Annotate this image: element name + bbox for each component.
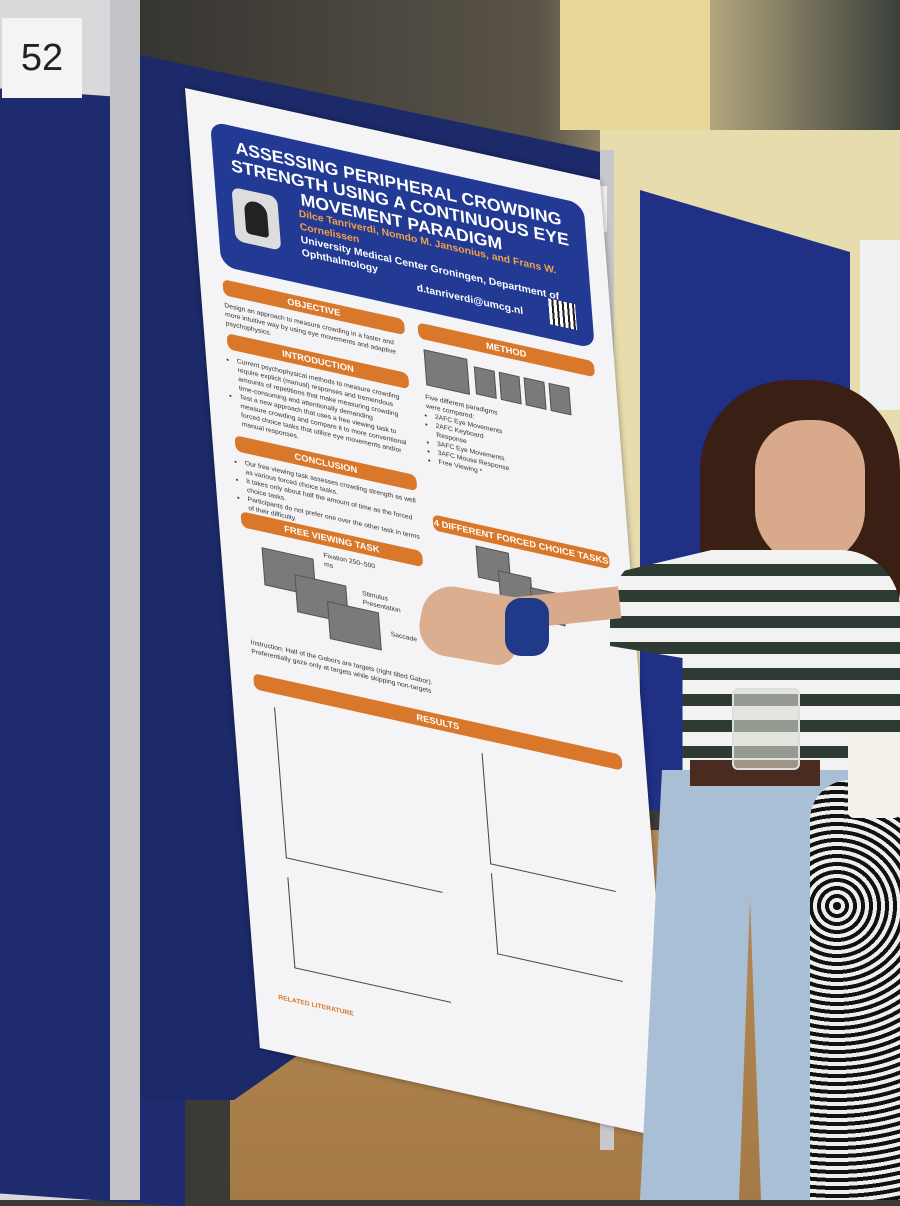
glass	[732, 688, 800, 770]
results-plot	[287, 877, 452, 1003]
stimulus-frame	[523, 377, 547, 410]
results-plot	[481, 753, 616, 893]
label: Fixation 250–500 ms	[323, 552, 376, 571]
other-person	[810, 780, 900, 1200]
face	[755, 420, 865, 565]
scrunchie	[505, 598, 549, 656]
stimulus-frame	[423, 349, 470, 395]
window-light	[560, 0, 710, 130]
results-plot	[274, 707, 443, 893]
stimulus-frame	[498, 371, 522, 405]
section-heading: 4 DIFFERENT FORCED CHOICE TASKS	[432, 514, 610, 570]
board-number: 52	[2, 18, 82, 98]
stimulus-frame	[548, 382, 572, 416]
stimulus-frame	[473, 366, 497, 399]
section-heading: RELATED LITERATURE	[278, 994, 355, 1018]
poster-far	[860, 240, 900, 410]
results-plot	[490, 873, 623, 983]
cup	[848, 738, 900, 818]
method-text: Five different paradigms were compared: …	[425, 393, 514, 483]
qr-code	[548, 298, 578, 331]
board-post	[110, 0, 140, 1200]
